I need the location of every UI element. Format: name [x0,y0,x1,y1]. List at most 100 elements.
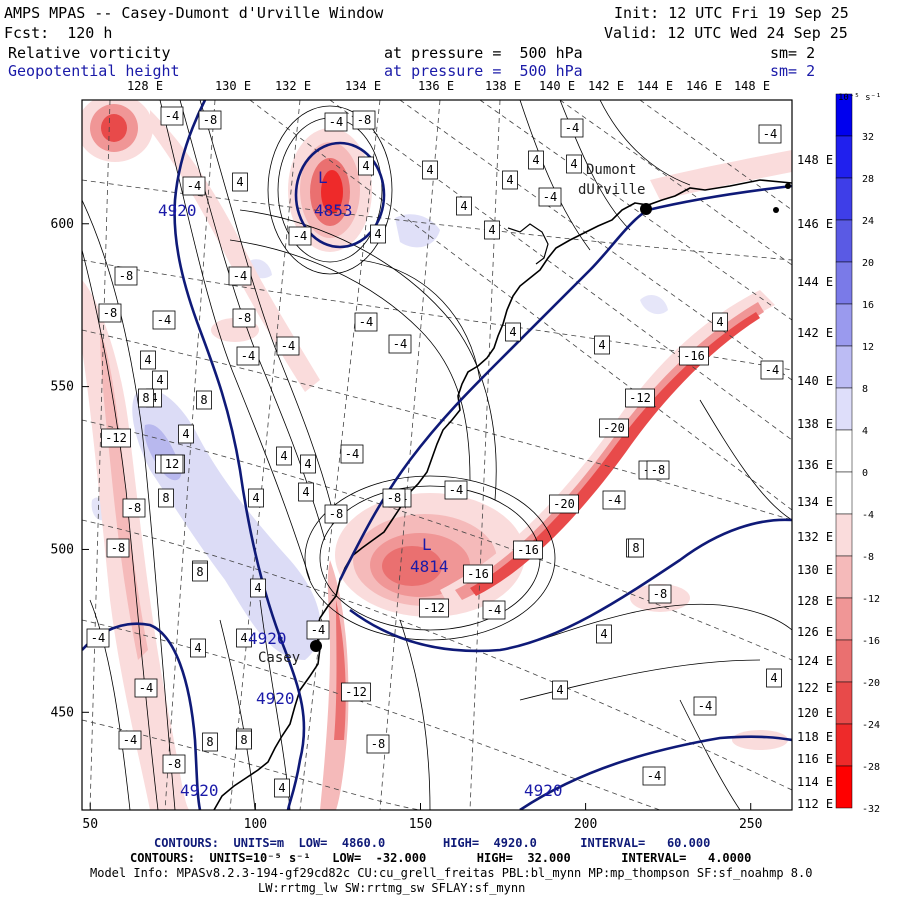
y-axis: 600 550 500 450 [51,217,89,720]
x-tick-label: 200 [574,817,597,832]
colorbar-swatch [835,345,853,389]
x-tick-label: 250 [739,817,762,832]
vorticity-label: -4 [118,730,142,750]
station-label-dumont-line1: Dumont [586,162,637,178]
field1-level: at pressure = 500 hPa [384,44,583,62]
vorticity-label: 8 [196,390,212,410]
colorbar-label: 16 [862,300,874,311]
vorticity-label: -8 [122,498,146,518]
vorticity-label: 8 [236,730,252,750]
vorticity-label: -8 [198,110,222,130]
svg-text:8: 8 [632,541,639,555]
longitude-label: 136 E [797,458,833,472]
svg-text:-4: -4 [487,603,501,617]
svg-text:-8: -8 [167,757,181,771]
footer-model-info: Model Info: MPASv8.2.3-194-gf29cd82c CU:… [90,866,813,880]
longitude-label: 146 E [797,217,833,231]
vorticity-label: -4 [288,226,312,246]
vorticity-label: -12 [341,682,371,702]
longitude-label: 140 E [797,374,833,388]
vorticity-label: 4 [236,628,252,648]
vorticity-label: -4 [538,187,562,207]
field1-name: Relative vorticity [8,44,171,62]
colorbar-label: -8 [862,552,874,563]
svg-text:-20: -20 [553,497,575,511]
vorticity-label: -4 [760,360,784,380]
svg-text:-4: -4 [647,769,661,783]
vorticity-label: -8 [114,266,138,286]
svg-text:-4: -4 [91,631,105,645]
svg-text:4: 4 [252,491,259,505]
svg-text:-4: -4 [607,493,621,507]
colorbar [835,93,853,809]
svg-text:4: 4 [488,223,495,237]
svg-text:4: 4 [460,199,467,213]
svg-text:4: 4 [570,157,577,171]
svg-text:-12: -12 [423,601,445,615]
colorbar-label: 32 [862,132,874,143]
x-tick-label: 50 [82,817,98,832]
colorbar-swatch [835,135,853,179]
vorticity-label: 4 [298,482,314,502]
colorbar-swatch [835,513,853,557]
colorbar-swatch [835,177,853,221]
colorbar-label: -12 [862,594,880,605]
longitude-label: 130 E [215,79,251,93]
plot-area: -4 -8 -4 -8 4 4 4 4 -4 -4 4 -4 4 4 4 4 -4 -4 -8 -4 -4 -8 -4 -8 4… [82,100,792,810]
svg-text:-16: -16 [517,543,539,557]
init-time: Init: 12 UTC Fri 19 Sep 25 [614,4,849,22]
svg-text:4: 4 [302,485,309,499]
svg-text:-16: -16 [683,349,705,363]
svg-text:-8: -8 [329,507,343,521]
svg-text:-4: -4 [449,483,463,497]
svg-text:-4: -4 [765,363,779,377]
svg-text:4: 4 [278,781,285,795]
svg-text:8: 8 [196,565,203,579]
vorticity-label: 4 [596,624,612,644]
vorticity-label: 4 [528,150,544,170]
svg-text:-8: -8 [119,269,133,283]
vorticity-label: 4 [484,220,500,240]
vorticity-label: -20 [549,494,579,514]
longitude-label: 132 E [275,79,311,93]
vorticity-label: 4 [276,446,292,466]
svg-text:-4: -4 [345,447,359,461]
vorticity-label: -4 [324,112,348,132]
vorticity-contours [82,100,792,810]
longitude-label: 122 E [797,681,833,695]
vorticity-label: -4 [388,334,412,354]
svg-text:-4: -4 [311,623,325,637]
colorbar-swatch [835,597,853,641]
longitude-label: 130 E [797,563,833,577]
longitude-label: 148 E [797,153,833,167]
valid-time: Valid: 12 UTC Wed 24 Sep 25 [604,24,848,42]
vorticity-label: -4 [152,310,176,330]
vorticity-label: -20 [599,418,629,438]
svg-text:-8: -8 [653,587,667,601]
vorticity-label: 4 [712,312,728,332]
svg-text:-4: -4 [187,179,201,193]
longitude-label: 138 E [485,79,521,93]
vorticity-label: -4 [642,766,666,786]
colorbar-swatch [835,639,853,683]
svg-text:-8: -8 [371,737,385,751]
vorticity-label: 4 [766,668,782,688]
longitude-label: 142 E [797,326,833,340]
footer-model-info-2: LW:rrtmg_lw SW:rrtmg_sw SFLAY:sf_mynn [258,881,526,895]
vorticity-label: 4 [566,154,582,174]
colorbar-swatch [835,261,853,305]
svg-text:-8: -8 [103,306,117,320]
colorbar-label: -16 [862,636,880,647]
longitude-label: 142 E [588,79,624,93]
height-label: 4920 [180,781,219,800]
svg-text:-4: -4 [543,190,557,204]
colorbar-unit: 10⁻⁵ s⁻¹ [838,93,881,103]
vorticity-label: -4 [602,490,626,510]
svg-text:8: 8 [142,391,149,405]
station-label-dumont-line2: dUrville [578,182,645,198]
longitude-label: 146 E [686,79,722,93]
svg-text:4: 4 [532,153,539,167]
svg-text:-8: -8 [651,463,665,477]
vorticity-label: -12 [101,428,131,448]
svg-text:-4: -4 [565,121,579,135]
